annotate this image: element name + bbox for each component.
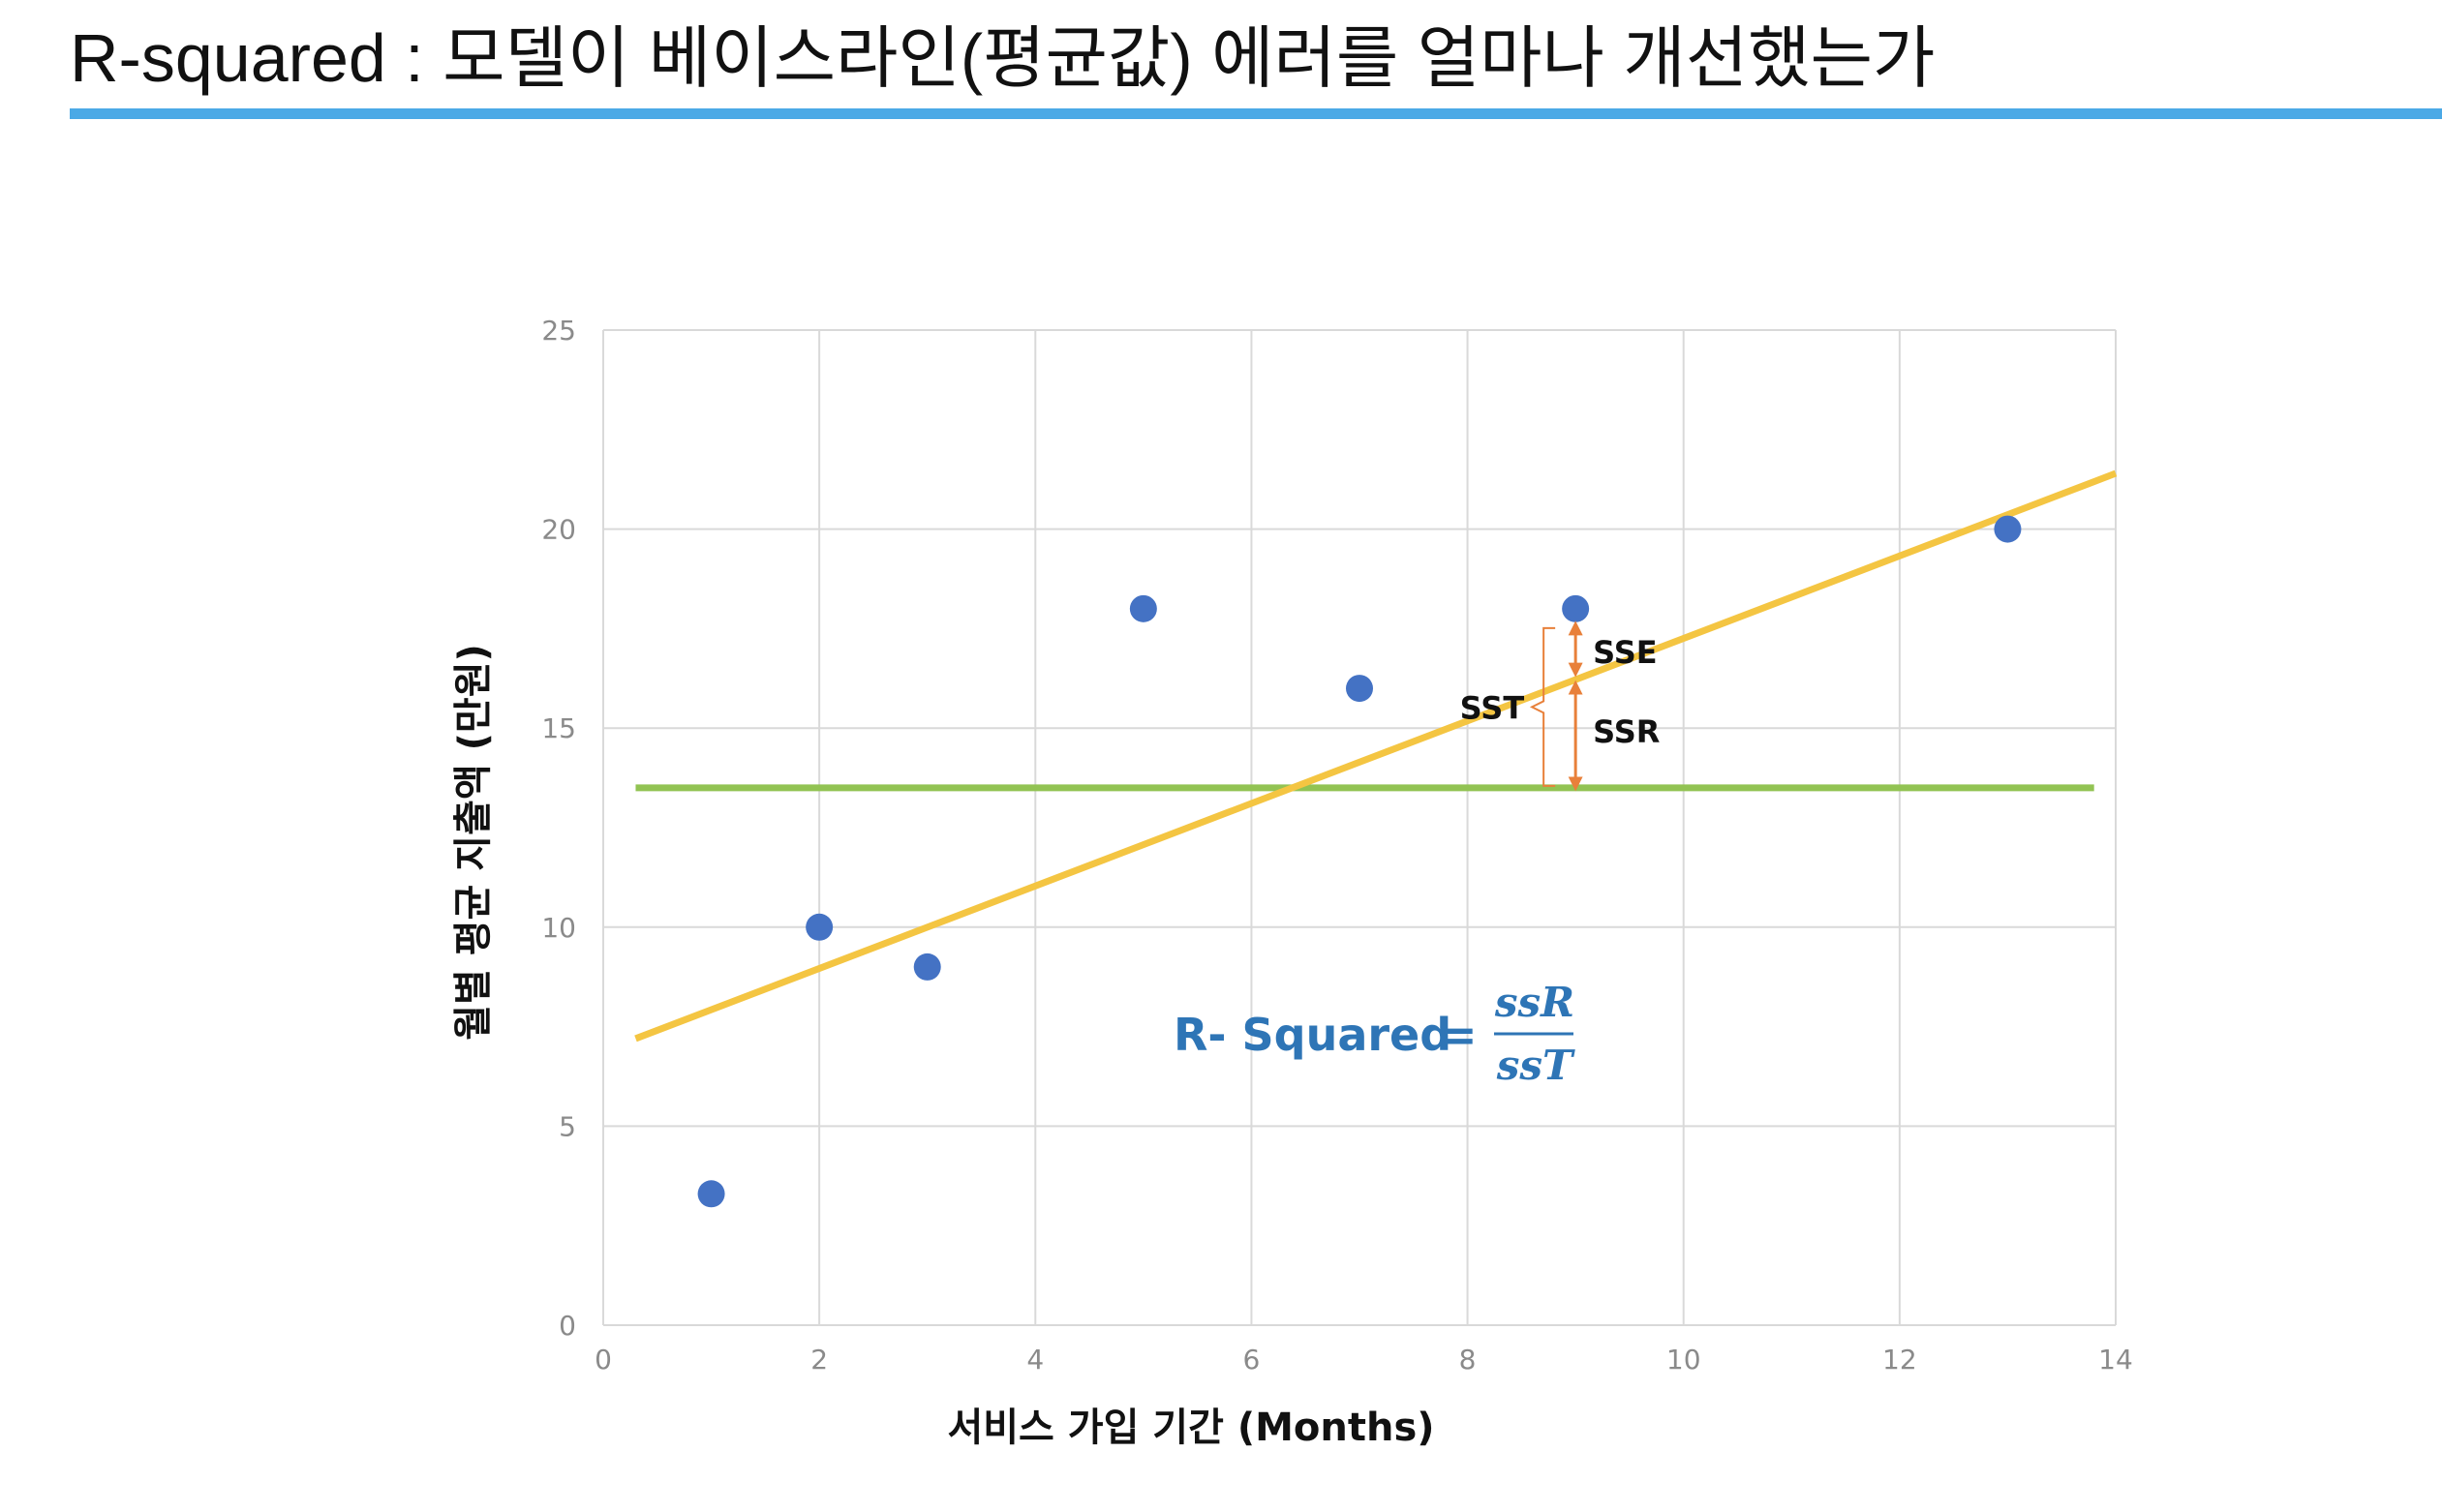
reference-lines	[634, 469, 2118, 1043]
data-point	[1562, 594, 1590, 622]
x-tick-label: 10	[1666, 1344, 1701, 1376]
formula-equals: =	[1440, 1009, 1478, 1061]
x-tick-label: 2	[810, 1344, 828, 1376]
y-tick-label: 25	[541, 315, 576, 347]
page-title: R-squared : 모델이 베이스라인(평균값) 에러를 얼마나 개선했는가	[70, 20, 1936, 96]
x-tick-label: 14	[2098, 1344, 2133, 1376]
x-tick-label: 8	[1459, 1344, 1477, 1376]
data-points	[697, 515, 2022, 1208]
grid-lines	[602, 329, 2117, 1326]
y-tick-label: 15	[541, 712, 576, 744]
ssr-label: SSR	[1593, 713, 1660, 750]
x-axis-title: 서비스 가입 기간 (Months)	[947, 1406, 1434, 1450]
formula-lhs: R- Squared	[1174, 1009, 1451, 1061]
data-point	[1129, 594, 1157, 622]
title-underline	[70, 108, 2442, 119]
tick-labels: 0 2 4 6 8 10 12 14 0 5 10 15 20 25	[541, 315, 2132, 1376]
sst-bracket	[1529, 626, 1556, 787]
y-tick-label: 10	[541, 912, 576, 944]
regression-line	[634, 469, 2118, 1043]
data-point	[1346, 675, 1373, 703]
y-tick-label: 20	[541, 514, 576, 546]
x-tick-label: 12	[1882, 1344, 1917, 1376]
y-tick-label: 0	[559, 1310, 576, 1342]
y-tick-label: 5	[559, 1110, 576, 1142]
sst-label: SST	[1460, 689, 1525, 726]
y-axis-title: 월별 평균 지출액 (만원)	[451, 644, 496, 1041]
x-tick-label: 0	[595, 1344, 612, 1376]
formula-numerator: ssR	[1494, 979, 1574, 1026]
sse-label: SSE	[1593, 634, 1658, 671]
data-point	[913, 953, 941, 981]
data-point	[1994, 515, 2022, 543]
x-tick-label: 4	[1026, 1344, 1044, 1376]
formula-denominator: ssT	[1496, 1042, 1575, 1089]
x-tick-label: 6	[1243, 1344, 1261, 1376]
error-annotations: SSE SSR SST	[1460, 620, 1660, 792]
data-point	[697, 1180, 725, 1208]
data-point	[806, 913, 834, 941]
